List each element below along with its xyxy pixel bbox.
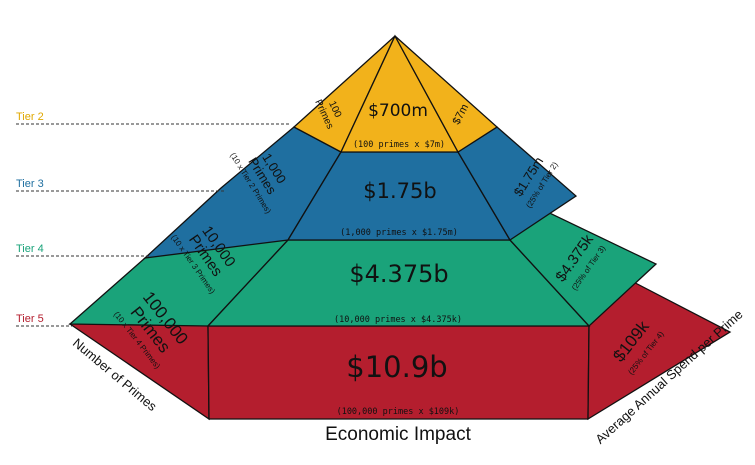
tier4-center-value: $4.375b xyxy=(349,260,448,288)
tier3-label: Tier 3 xyxy=(16,178,44,190)
tier5-label: Tier 5 xyxy=(16,313,44,325)
tier4-label: Tier 4 xyxy=(16,243,44,255)
tier2-right-face xyxy=(394,35,499,153)
tier2-formula: (100 primes x $7m) xyxy=(353,140,445,150)
tier3-center-value: $1.75b xyxy=(363,179,436,203)
tier3-formula: (1,000 primes x $1.75m) xyxy=(340,228,458,238)
tier4-formula: (10,000 primes x $4.375k) xyxy=(334,315,462,325)
tier2-label: Tier 2 xyxy=(16,111,44,123)
tier5-formula: (100,000 primes x $109k) xyxy=(337,407,460,417)
tier5-center-value: $10.9b xyxy=(346,350,447,384)
bottom-axis-label: Economic Impact xyxy=(325,424,471,445)
tier2-center-value: $700m xyxy=(368,101,428,121)
